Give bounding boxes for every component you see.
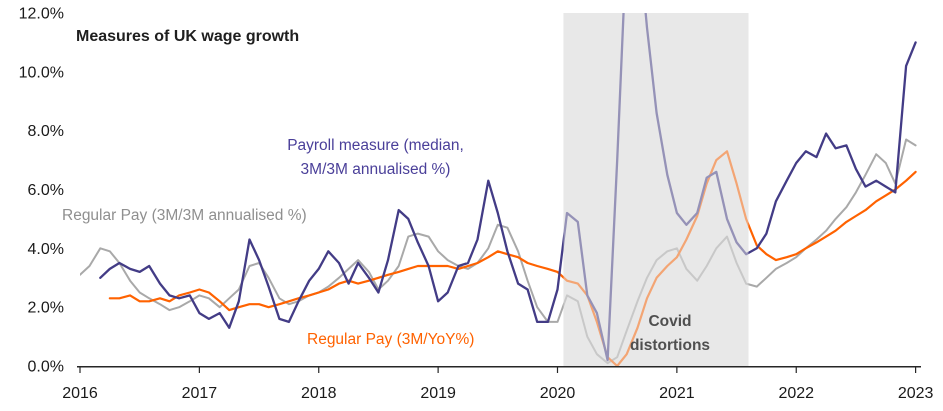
svg-text:2018: 2018	[301, 385, 337, 402]
svg-text:2022: 2022	[778, 385, 814, 402]
svg-text:0.0%: 0.0%	[28, 359, 64, 376]
svg-text:2019: 2019	[420, 385, 456, 402]
svg-text:4.0%: 4.0%	[28, 241, 64, 258]
svg-text:10.0%: 10.0%	[19, 64, 64, 81]
svg-text:2021: 2021	[659, 385, 695, 402]
svg-text:2016: 2016	[62, 385, 98, 402]
svg-text:2020: 2020	[540, 385, 576, 402]
svg-text:2017: 2017	[182, 385, 218, 402]
svg-text:6.0%: 6.0%	[28, 182, 64, 199]
svg-text:8.0%: 8.0%	[28, 123, 64, 140]
svg-text:2023: 2023	[898, 385, 934, 402]
svg-text:2.0%: 2.0%	[28, 300, 64, 317]
svg-text:12.0%: 12.0%	[19, 6, 64, 23]
